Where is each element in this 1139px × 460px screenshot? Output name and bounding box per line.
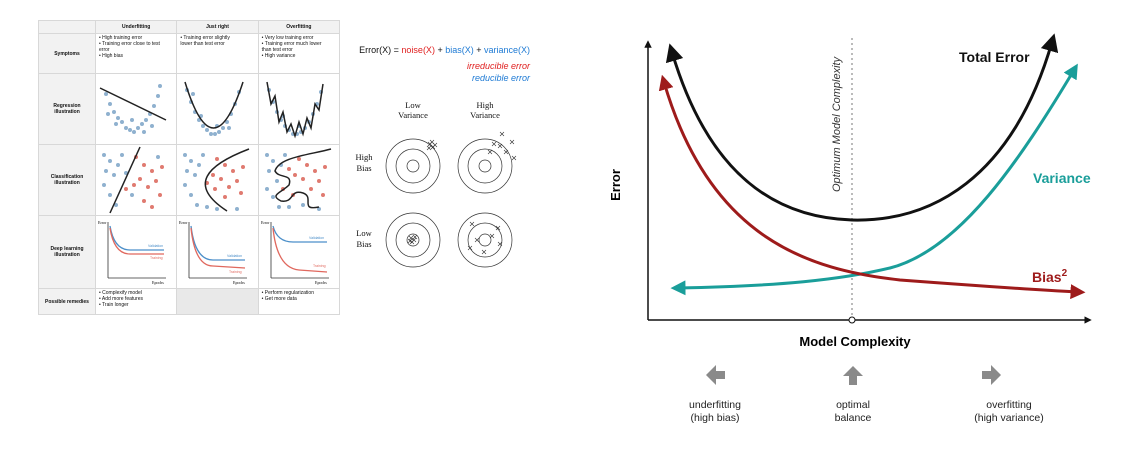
target-high-bias-high-variance [457, 131, 517, 194]
svg-text:Validation: Validation [227, 254, 242, 258]
y-axis-label: Error [608, 169, 623, 201]
overfitting-label-1: overfitting [986, 399, 1032, 411]
table-row: Possible remedies • Complexify model • A… [38, 288, 341, 315]
svg-text:Error: Error [261, 220, 270, 225]
regression-underfit-plot [94, 73, 178, 145]
row-label-high-bias-2: Bias [356, 163, 371, 173]
irreducible-error-label: irreducible error [466, 61, 530, 71]
table-row: Deep learning illustration Error Epochs … [38, 215, 341, 289]
column-header: Overfitting [257, 20, 341, 34]
row-label-low-bias-1: Low [356, 228, 372, 238]
arrow-right-icon [982, 365, 1001, 385]
regression-overfit-plot [257, 73, 341, 145]
optimal-label-1: optimal [836, 399, 870, 411]
row-label-high-bias-1: High [356, 152, 374, 162]
overfitting-label-2: (high variance) [974, 412, 1043, 424]
col-label-low-variance-1: Low [405, 100, 421, 110]
target-high-bias-low-variance [385, 138, 441, 194]
symptoms-overfitting: • Very low training error • Training err… [257, 33, 341, 74]
fitting-comparison-table: Underfitting Just right Overfitting Symp… [38, 20, 341, 315]
classification-underfit-plot [94, 144, 178, 216]
remedies-overfitting: • Perform regularization • Get more data [257, 288, 341, 315]
row-header: Possible remedies [38, 288, 96, 315]
bias-variance-targets: Low Variance High Variance High Bias Low… [356, 100, 517, 268]
underfitting-label-1: underfitting [689, 399, 741, 411]
optimum-label: Optimum Model Complexity [831, 55, 843, 192]
total-error-curve [665, 33, 1059, 222]
col-label-high-variance-2: Variance [470, 110, 500, 120]
x-axis-label: Model Complexity [799, 334, 911, 349]
svg-text:Error: Error [98, 220, 107, 225]
classification-overfit-plot [257, 144, 341, 216]
deep-learning-overfit-plot: Error Epochs Validation Training [257, 215, 341, 289]
table-row: Regression illustration [38, 73, 341, 145]
col-label-low-variance-2: Variance [398, 110, 428, 120]
svg-text:Error: Error [179, 220, 188, 225]
col-label-high-variance-1: High [477, 100, 495, 110]
variance-curve [670, 63, 1078, 296]
svg-text:Epochs: Epochs [233, 280, 245, 285]
reducible-error-label: reducible error [471, 73, 530, 83]
target-low-bias-high-variance [457, 212, 513, 268]
column-header: Underfitting [94, 20, 178, 34]
variance-term: variance(X) [483, 45, 530, 55]
bias-variance-tradeoff-chart: Error Model Complexity Optimum Model Com… [608, 33, 1092, 424]
svg-text:Training: Training [313, 264, 326, 268]
svg-text:Epochs: Epochs [315, 280, 327, 285]
remedies-just-right [176, 288, 259, 315]
formula-line: Error(X) = noise(X) + bias(X) + variance… [359, 45, 530, 55]
row-header: Regression illustration [38, 73, 96, 145]
bias-squared-curve [658, 74, 1086, 300]
bias-label: Bias2 [1032, 268, 1068, 285]
svg-text:Training: Training [150, 256, 163, 260]
classification-just-right-plot [176, 144, 259, 216]
arrow-up-icon [843, 366, 863, 385]
arrow-left-icon [706, 365, 725, 385]
variance-label: Variance [1033, 170, 1091, 186]
svg-text:Training: Training [229, 270, 242, 274]
table-header-row: Underfitting Just right Overfitting [38, 20, 341, 34]
deep-learning-just-right-plot: Error Epochs Validation Training [176, 215, 259, 289]
row-header: Symptoms [38, 33, 96, 74]
table-row: Classification illustration [38, 144, 341, 216]
target-low-bias-low-variance [385, 212, 441, 268]
optimal-label-2: balance [835, 412, 872, 424]
total-error-label: Total Error [959, 49, 1030, 65]
underfitting-label-2: (high bias) [690, 412, 739, 424]
symptoms-underfitting: • High training error • Training error c… [94, 33, 178, 74]
corner-cell [38, 20, 96, 34]
row-label-low-bias-2: Bias [356, 239, 371, 249]
deep-learning-underfit-plot: Error Epochs Validation Training [94, 215, 178, 289]
column-header: Just right [176, 20, 259, 34]
remedies-underfitting: • Complexify model • Add more features •… [94, 288, 178, 315]
table-row: Symptoms • High training error • Trainin… [38, 33, 341, 74]
svg-text:Validation: Validation [309, 236, 324, 240]
noise-term: noise(X) [401, 45, 435, 55]
row-header: Classification illustration [38, 144, 96, 216]
symptoms-just-right: • Training error slightly lower than tes… [176, 33, 259, 74]
svg-text:Epochs: Epochs [152, 280, 164, 285]
regression-just-right-plot [176, 73, 259, 145]
bias-term: bias(X) [445, 45, 474, 55]
optimum-marker [848, 316, 856, 324]
error-decomposition-formula: Error(X) = noise(X) + bias(X) + variance… [355, 44, 530, 84]
svg-text:Validation: Validation [148, 244, 163, 248]
row-header: Deep learning illustration [38, 215, 96, 289]
